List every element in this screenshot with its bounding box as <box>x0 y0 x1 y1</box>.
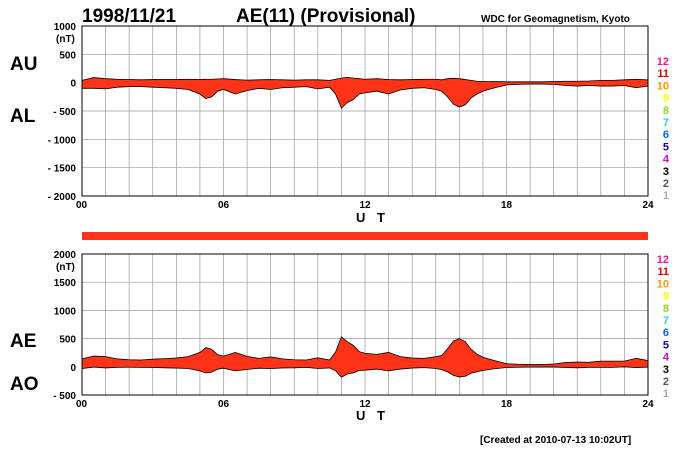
scale-label: 6 <box>663 327 669 339</box>
y-tick-label: 500 <box>59 335 76 346</box>
top-frame <box>81 25 649 197</box>
x-tick-label: 06 <box>218 399 230 410</box>
ao-series-label: AO <box>10 374 39 395</box>
bottom-unit-label: (nT) <box>56 262 75 273</box>
x-tick-label: 00 <box>76 399 88 410</box>
ae-series-label: AE <box>10 331 36 352</box>
scale-label: 2 <box>663 376 669 388</box>
x-tick-label: 18 <box>501 399 513 410</box>
scale-label: 10 <box>657 80 669 92</box>
scale-label: 6 <box>663 129 669 141</box>
y-tick-label: 1000 <box>54 22 77 33</box>
y-tick-label: 0 <box>70 363 76 374</box>
bottom-x-ticks: 00 06 12 18 24 <box>76 399 654 410</box>
y-tick-label: 0 <box>70 79 76 90</box>
y-tick-label: - 500 <box>53 391 76 402</box>
scale-label: 10 <box>657 278 669 290</box>
scale-label: 9 <box>663 93 669 105</box>
scale-label: 12 <box>657 56 669 68</box>
top-unit-label: (nT) <box>56 34 75 45</box>
source-label: WDC for Geomagnetism, Kyoto <box>481 14 630 25</box>
scale-label: 7 <box>663 117 669 129</box>
al-series-label: AL <box>10 106 36 127</box>
top-x-axis-label: U T <box>356 210 389 225</box>
x-tick-label: 24 <box>642 200 654 211</box>
top-x-ticks: 00 06 12 18 24 <box>76 200 654 211</box>
bottom-grid <box>82 253 648 396</box>
y-tick-label: 1500 <box>54 278 77 289</box>
top-y-ticks: 1000 500 0 - 500 - 1000 - 1500 - 2000 <box>48 22 77 203</box>
y-tick-label: - 1500 <box>48 164 77 175</box>
y-tick-label: - 2000 <box>48 192 77 203</box>
y-tick-label: - 500 <box>53 107 76 118</box>
y-tick-label: 1000 <box>54 306 77 317</box>
y-tick-label: 2000 <box>54 250 77 261</box>
chart-title: AE(11) (Provisional) <box>236 6 416 27</box>
created-timestamp: [Created at 2010-07-13 10:02UT] <box>480 435 631 446</box>
scale-label: 12 <box>657 254 669 266</box>
x-tick-label: 06 <box>218 200 230 211</box>
scale-label: 2 <box>663 178 669 190</box>
scale-label: 8 <box>663 303 669 315</box>
x-tick-label: 12 <box>359 399 371 410</box>
scale-label: 5 <box>663 141 669 153</box>
scale-label: 8 <box>663 105 669 117</box>
scale-label: 11 <box>657 266 669 278</box>
scale-label: 7 <box>663 315 669 327</box>
scale-label: 3 <box>663 166 669 178</box>
scale-label: 1 <box>663 190 669 202</box>
scale-label: 1 <box>663 388 669 400</box>
bottom-frame <box>81 253 649 396</box>
date-label: 1998/11/21 <box>82 6 176 27</box>
scale-label: 9 <box>663 291 669 303</box>
bottom-x-axis-label: U T <box>356 408 389 423</box>
x-tick-label: 00 <box>76 200 88 211</box>
bottom-panel: 2000 1500 1000 500 0 - 500 00 06 12 18 24 (nT) AE… <box>10 250 654 423</box>
y-tick-label: 500 <box>59 50 76 61</box>
scale-label: 3 <box>663 364 669 376</box>
au-series-label: AU <box>10 54 37 75</box>
scale-label: 4 <box>663 154 670 166</box>
y-tick-label: - 1000 <box>48 135 77 146</box>
x-tick-label: 12 <box>359 200 371 211</box>
scale-label: 4 <box>663 352 670 364</box>
x-tick-label: 18 <box>501 200 513 211</box>
bottom-y-ticks: 2000 1500 1000 500 0 - 500 <box>53 250 76 402</box>
top-panel: 1000 500 0 - 500 - 1000 - 1500 - 2000 00 06 12 18… <box>10 22 654 225</box>
scale-label: 11 <box>657 68 669 80</box>
x-tick-label: 24 <box>642 399 654 410</box>
separator-bar <box>82 232 648 240</box>
scale-label: 5 <box>663 339 669 351</box>
top-grid <box>82 25 648 197</box>
